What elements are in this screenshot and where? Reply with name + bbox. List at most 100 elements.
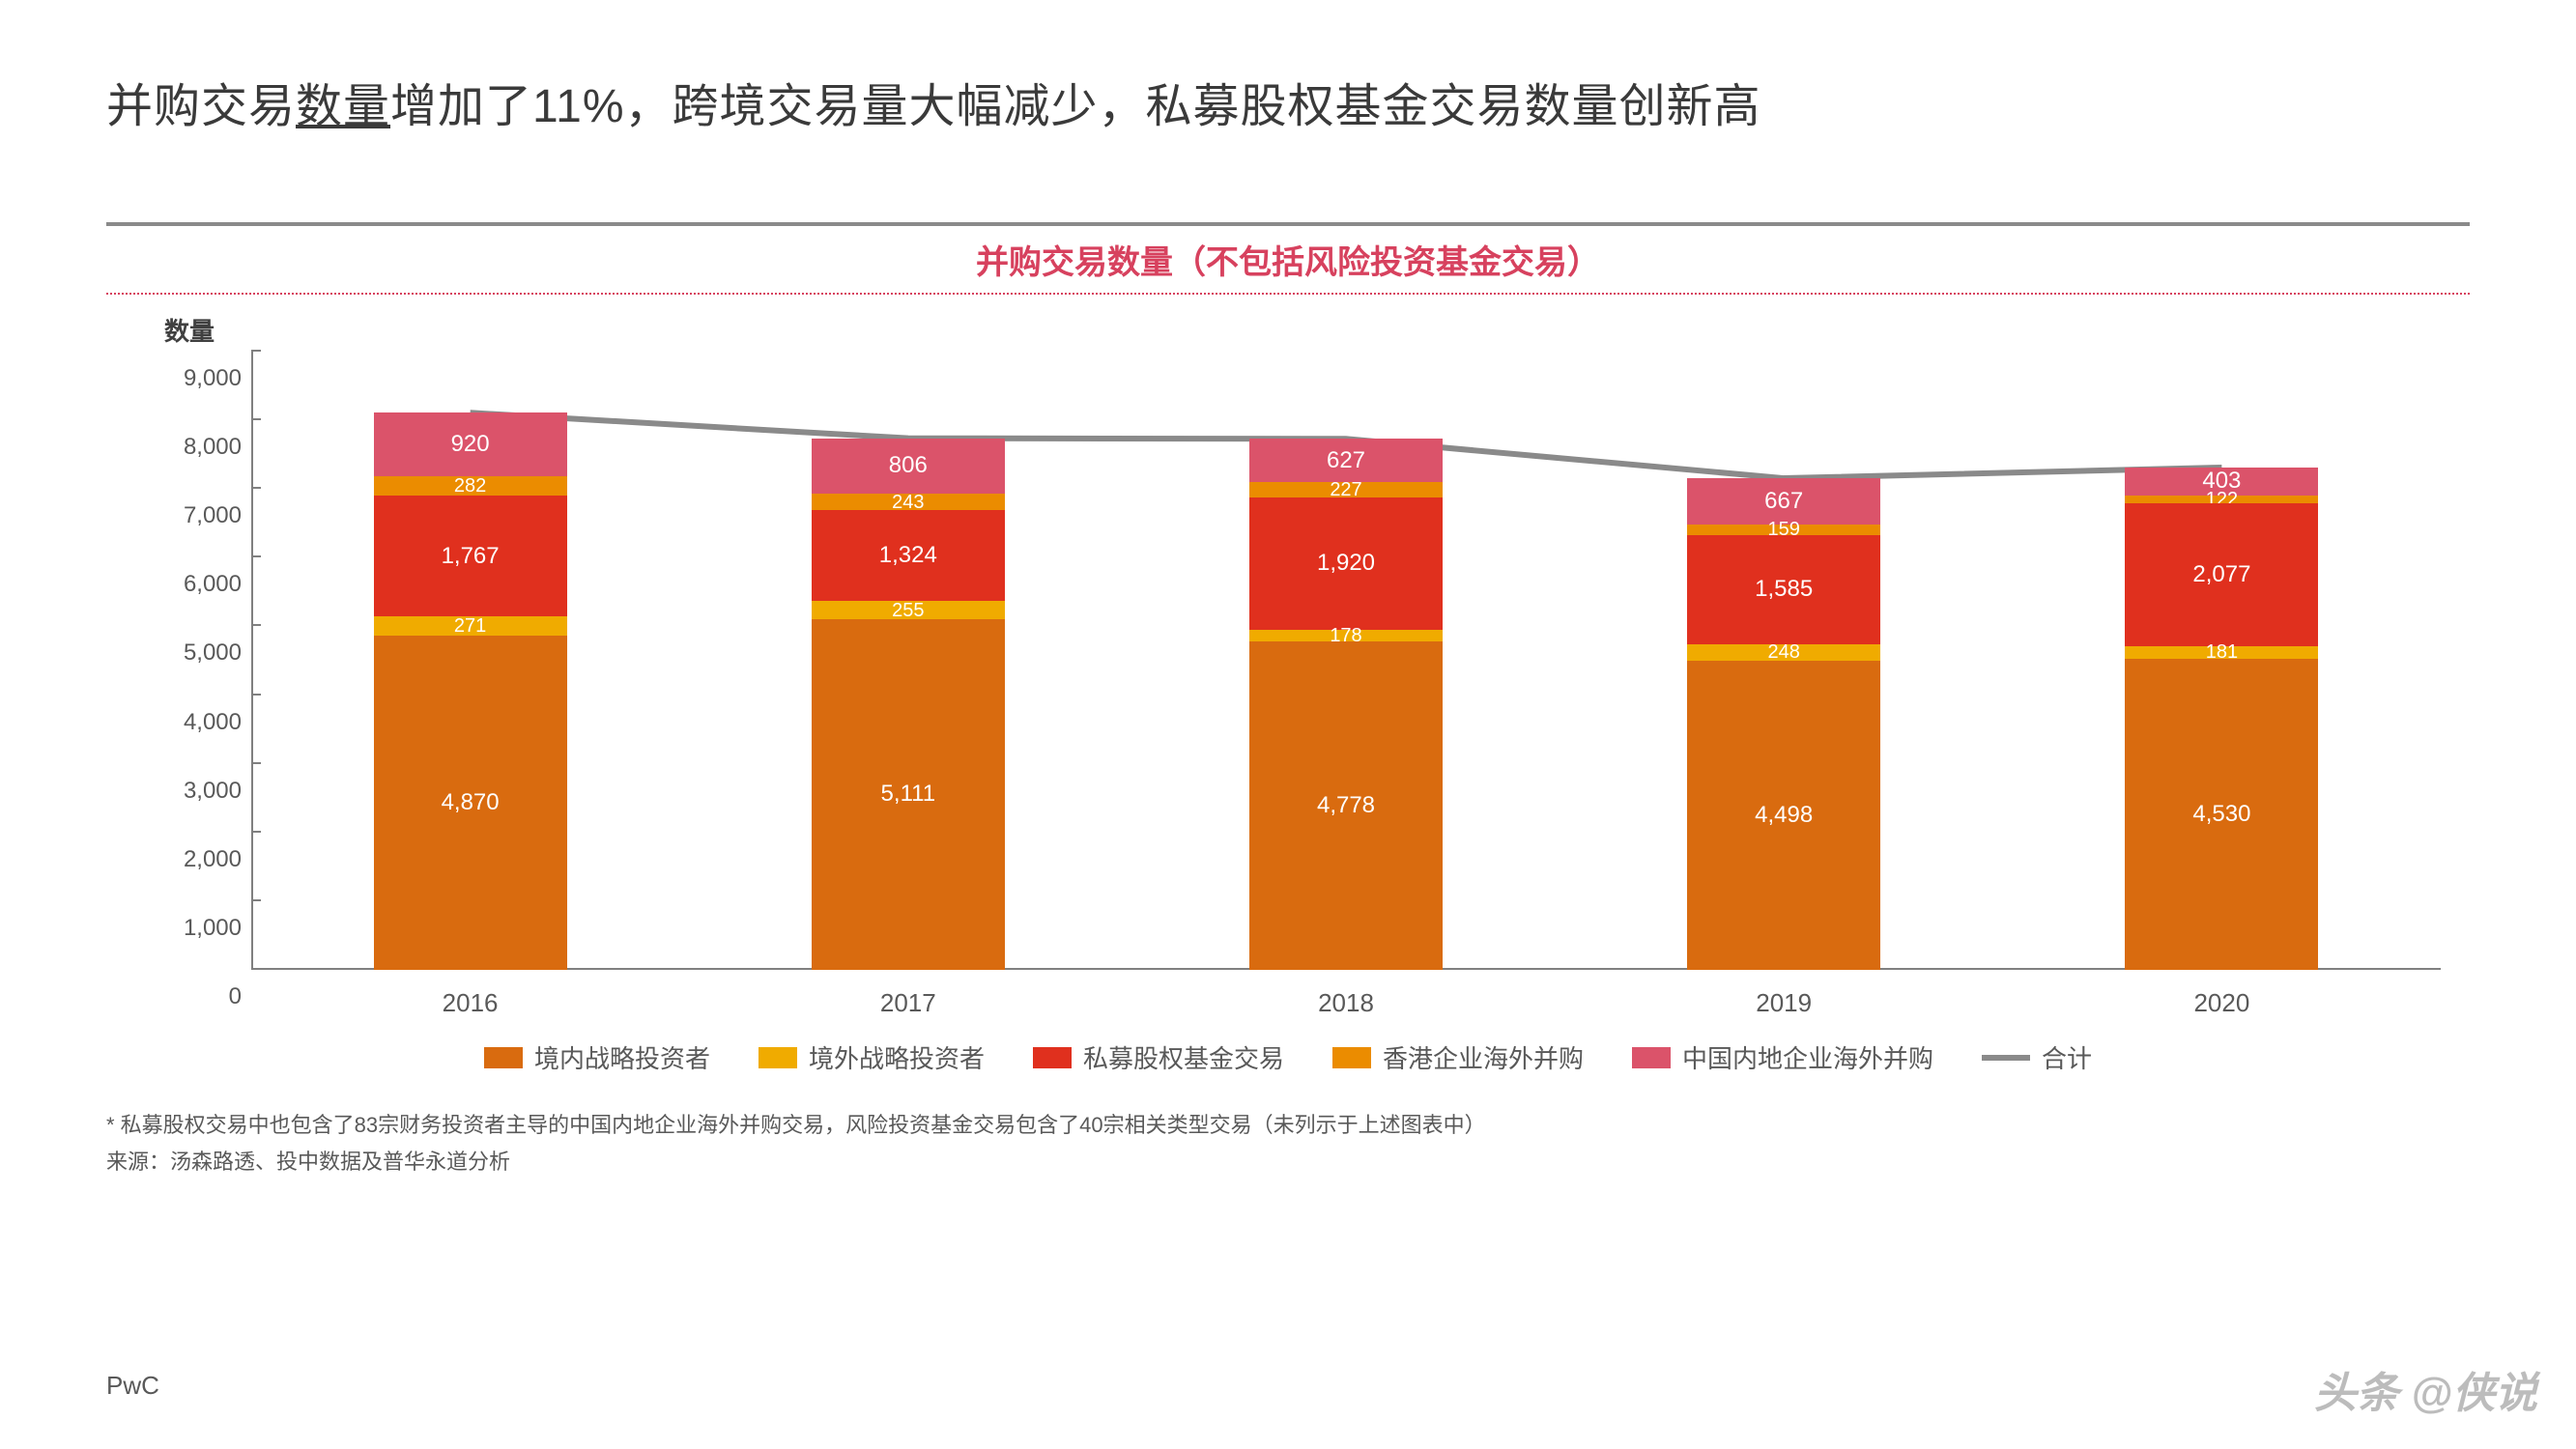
bar-segment-s3: 1,585 — [1687, 535, 1880, 644]
bar-segment-s2: 271 — [374, 616, 567, 635]
legend-item: 境内战略投资者 — [484, 1039, 710, 1075]
x-category-label: 2018 — [1249, 988, 1443, 1018]
bar-value-label: 806 — [812, 452, 1005, 479]
bar-value-label: 2,077 — [2125, 561, 2318, 588]
bar-segment-s1: 4,498 — [1687, 661, 1880, 970]
bar-segment-s1: 4,530 — [2125, 659, 2318, 970]
title-pre: 并购交易 — [106, 81, 296, 132]
bar-segment-s4: 282 — [374, 476, 567, 496]
source-line: 来源：汤森路透、投中数据及普华永道分析 — [106, 1145, 2470, 1176]
title-underlined: 数量 — [296, 81, 390, 132]
ytick-mark — [251, 350, 261, 352]
divider-top — [106, 222, 2470, 226]
bar-segment-s3: 1,767 — [374, 496, 567, 617]
x-category-label: 2020 — [2125, 988, 2318, 1018]
bar-value-label: 920 — [374, 431, 567, 458]
ytick-label: 2,000 — [106, 846, 242, 873]
bar-segment-s3: 1,920 — [1249, 497, 1443, 630]
bar-value-label: 255 — [812, 601, 1005, 620]
ytick-label: 1,000 — [106, 915, 242, 942]
bar-segment-s1: 4,870 — [374, 636, 567, 970]
title-post: 增加了11%，跨境交易量大幅减少，私募股权基金交易数量创新高 — [390, 81, 1761, 132]
bar-group: 920 282 1,767 271 4,870 — [374, 412, 567, 970]
legend-label: 私募股权基金交易 — [1083, 1039, 1284, 1075]
divider-dotted — [106, 293, 2470, 295]
bar-value-label: 243 — [812, 493, 1005, 512]
bar-segment-s3: 2,077 — [2125, 503, 2318, 646]
ytick-label: 8,000 — [106, 434, 242, 461]
footnote: * 私募股权交易中也包含了83宗财务投资者主导的中国内地企业海外并购交易，风险投… — [106, 1109, 2470, 1141]
legend-item: 境外战略投资者 — [758, 1039, 985, 1075]
legend-swatch — [1632, 1047, 1671, 1068]
ytick-label: 9,000 — [106, 365, 242, 392]
plot-area: 9202821,7672714,87020168062431,3242555,1… — [251, 352, 2441, 970]
bar-value-label: 271 — [374, 616, 567, 636]
legend-label: 香港企业海外并购 — [1383, 1039, 1584, 1075]
bar-group: 667 159 1,585 248 4,498 — [1687, 478, 1880, 970]
bar-segment-s5: 627 — [1249, 439, 1443, 482]
bar-segment-s5: 667 — [1687, 478, 1880, 524]
bar-value-label: 282 — [374, 476, 567, 496]
x-category-label: 2017 — [812, 988, 1005, 1018]
bar-segment-s2: 181 — [2125, 646, 2318, 659]
bar-segment-s1: 4,778 — [1249, 641, 1443, 970]
ytick-mark — [251, 694, 261, 696]
bar-value-label: 4,530 — [2125, 801, 2318, 828]
bar-value-label: 4,778 — [1249, 792, 1443, 819]
ytick-mark — [251, 968, 261, 970]
legend: 境内战略投资者 境外战略投资者 私募股权基金交易 香港企业海外并购 中国内地企业海外并购… — [106, 1039, 2470, 1075]
bar-group: 806 243 1,324 255 5,111 — [812, 439, 1005, 970]
watermark: 头条 @侠说 — [2314, 1358, 2537, 1420]
ytick-mark — [251, 762, 261, 764]
bar-value-label: 4,870 — [374, 789, 567, 816]
legend-item: 合计 — [1982, 1039, 2092, 1075]
ytick-label: 5,000 — [106, 639, 242, 667]
ytick-label: 0 — [106, 983, 242, 1010]
legend-item: 中国内地企业海外并购 — [1632, 1039, 1933, 1075]
bar-value-label: 248 — [1687, 642, 1880, 662]
legend-label: 中国内地企业海外并购 — [1682, 1039, 1933, 1075]
ytick-mark — [251, 418, 261, 420]
legend-swatch — [1332, 1047, 1371, 1068]
bar-value-label: 667 — [1687, 488, 1880, 515]
bar-segment-s4: 159 — [1687, 525, 1880, 535]
bar-value-label: 1,324 — [812, 542, 1005, 569]
bar-segment-s2: 248 — [1687, 644, 1880, 662]
legend-item: 私募股权基金交易 — [1033, 1039, 1284, 1075]
ytick-mark — [251, 624, 261, 626]
x-category-label: 2019 — [1687, 988, 1880, 1018]
legend-label: 境内战略投资者 — [534, 1039, 710, 1075]
legend-label: 境外战略投资者 — [809, 1039, 985, 1075]
bar-value-label: 1,585 — [1687, 576, 1880, 603]
bar-segment-s5: 806 — [812, 439, 1005, 494]
yaxis-title: 数量 — [164, 312, 2470, 348]
bar-segment-s5: 920 — [374, 412, 567, 475]
ytick-label: 4,000 — [106, 709, 242, 736]
bar-value-label: 5,111 — [812, 781, 1005, 808]
legend-item: 香港企业海外并购 — [1332, 1039, 1584, 1075]
bar-segment-s4: 122 — [2125, 496, 2318, 504]
brand-mark: PwC — [106, 1371, 159, 1401]
legend-label: 合计 — [2042, 1039, 2092, 1075]
ytick-mark — [251, 899, 261, 901]
bar-segment-s4: 243 — [812, 494, 1005, 510]
bar-segment-s1: 5,111 — [812, 619, 1005, 970]
bar-value-label: 627 — [1249, 447, 1443, 474]
legend-swatch — [758, 1047, 797, 1068]
bar-group: 4031222,0771814,530 — [2125, 468, 2318, 970]
bar-value-label: 227 — [1249, 480, 1443, 499]
chart-title: 并购交易数量（不包括风险投资基金交易） — [106, 236, 2470, 283]
bar-segment-s4: 227 — [1249, 482, 1443, 497]
bar-segment-s2: 255 — [812, 601, 1005, 618]
ytick-label: 3,000 — [106, 778, 242, 805]
x-category-label: 2016 — [374, 988, 567, 1018]
bar-value-label: 4,498 — [1687, 802, 1880, 829]
bar-segment-s3: 1,324 — [812, 510, 1005, 601]
legend-swatch-line — [1982, 1055, 2030, 1061]
bar-group: 6272271,9201784,778 — [1249, 439, 1443, 970]
bar-value-label: 1,920 — [1249, 550, 1443, 577]
bar-value-label: 1,767 — [374, 543, 567, 570]
legend-swatch — [484, 1047, 523, 1068]
chart-area: 01,0002,0003,0004,0005,0006,0007,0008,00… — [106, 352, 2470, 1028]
legend-swatch — [1033, 1047, 1072, 1068]
